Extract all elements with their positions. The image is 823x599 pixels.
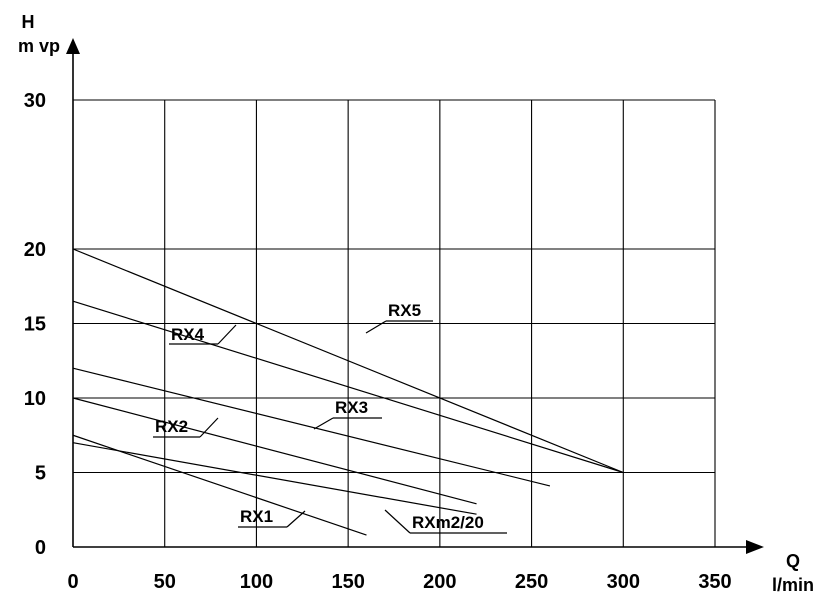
series-label-rx1: RX1	[240, 507, 273, 526]
y-tick-label: 10	[24, 388, 46, 410]
label-leader-rx4	[217, 324, 237, 345]
x-axis-arrow	[746, 540, 764, 554]
axes	[66, 38, 764, 554]
x-tick-label: 0	[67, 571, 78, 593]
x-tick-label: 250	[515, 571, 548, 593]
y-tick-label: 30	[24, 90, 46, 112]
x-tick-label: 350	[698, 571, 731, 593]
series-curves	[72, 248, 624, 536]
y-axis-arrow	[66, 38, 80, 54]
y-tick-label: 20	[24, 239, 46, 261]
label-leader-rxm2-20	[384, 509, 411, 534]
x-tick-label: 50	[154, 571, 176, 593]
x-tick-label: 150	[331, 571, 364, 593]
label-leader-rx1	[286, 510, 306, 528]
y-axis-symbol: H	[22, 12, 35, 32]
x-axis-unit: l/min	[772, 575, 814, 595]
label-leader-rx5	[365, 320, 387, 334]
y-tick-label: 5	[35, 463, 46, 485]
grid	[73, 99, 716, 547]
series-label-rxm2-20: RXm2/20	[412, 513, 484, 532]
series-label-rx4: RX4	[171, 325, 205, 344]
axis-titles: H m vp Q l/min	[18, 12, 814, 595]
series-line-rx3	[72, 367, 551, 487]
series-line-rx4	[72, 300, 624, 474]
x-tick-label: 200	[423, 571, 456, 593]
y-axis-unit: m vp	[18, 36, 60, 56]
label-leader-rx2	[199, 417, 219, 438]
series-label-rx3: RX3	[335, 398, 368, 417]
y-tick-label: 0	[35, 537, 46, 559]
series-labels: RX1 RXm2/20 RX2 RX3 RX4 RX5	[153, 301, 507, 534]
series-line-rx2	[72, 397, 477, 505]
tick-labels: 0 50 100 150 200 250 300 350 0 5 10 15 20 30	[24, 90, 732, 593]
x-tick-label: 300	[607, 571, 640, 593]
series-label-rx2: RX2	[155, 417, 188, 436]
label-leader-rx3	[313, 417, 334, 430]
series-line-rx5	[72, 248, 624, 474]
y-tick-label: 15	[24, 314, 46, 336]
series-line-rxm2-20	[72, 442, 477, 515]
series-label-rx5: RX5	[388, 301, 421, 320]
x-axis-symbol: Q	[786, 551, 800, 571]
x-tick-label: 100	[240, 571, 273, 593]
